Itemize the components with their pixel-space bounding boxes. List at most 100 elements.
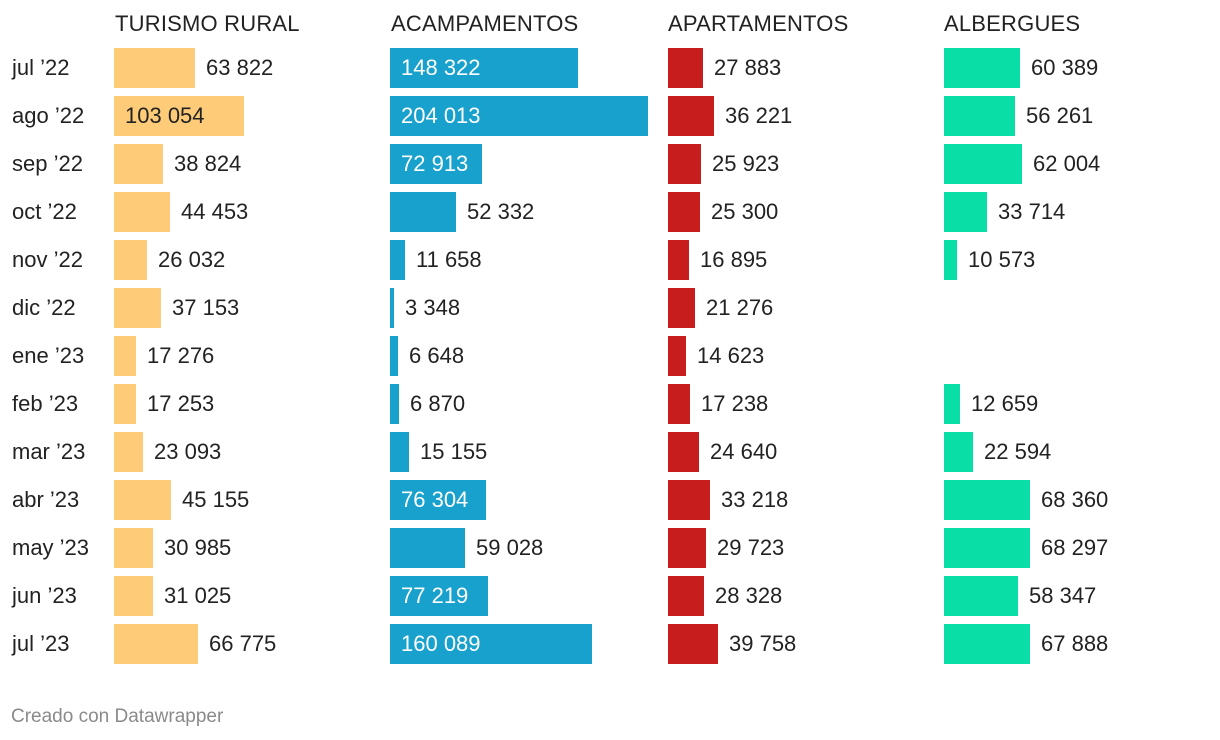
data-label: 72 913: [401, 151, 469, 176]
bar: [668, 240, 689, 280]
row-label: oct ’22: [12, 199, 77, 224]
bar: [944, 624, 1030, 664]
data-label: 25 300: [711, 199, 779, 224]
row-label: nov ’22: [12, 247, 83, 272]
data-label: 15 155: [420, 439, 488, 464]
data-label: 52 332: [467, 199, 535, 224]
bar: [114, 528, 153, 568]
bar: [944, 528, 1030, 568]
data-label: 16 895: [700, 247, 768, 272]
data-label: 63 822: [206, 55, 274, 80]
data-label: 36 221: [725, 103, 793, 128]
row-label: mar ’23: [12, 439, 86, 464]
bar: [668, 288, 695, 328]
bar: [668, 432, 699, 472]
bar: [668, 336, 686, 376]
data-label: 10 573: [968, 247, 1036, 272]
row-label: ago ’22: [12, 103, 85, 128]
row-label: jul ’23: [12, 631, 70, 656]
bar: [944, 192, 987, 232]
bar: [114, 432, 143, 472]
bar: [390, 192, 456, 232]
bar: [114, 624, 198, 664]
row-label: abr ’23: [12, 487, 80, 512]
bar: [668, 48, 703, 88]
data-label: 29 723: [717, 535, 785, 560]
bar: [944, 432, 973, 472]
data-label: 68 360: [1041, 487, 1109, 512]
data-label: 3 348: [405, 295, 461, 320]
bar: [114, 576, 153, 616]
data-label: 17 276: [147, 343, 215, 368]
row-label: sep ’22: [12, 151, 83, 176]
row-label: jul ’22: [12, 55, 70, 80]
data-label: 37 153: [172, 295, 240, 320]
bar: [390, 480, 486, 520]
bar: [390, 432, 409, 472]
bar: [944, 240, 957, 280]
data-label: 68 297: [1041, 535, 1109, 560]
data-label: 44 453: [181, 199, 249, 224]
bar: [114, 240, 147, 280]
data-label: 23 093: [154, 439, 222, 464]
data-label: 160 089: [401, 631, 481, 656]
data-label: 45 155: [182, 487, 250, 512]
bar: [390, 384, 399, 424]
data-label: 24 640: [710, 439, 778, 464]
bar: [114, 384, 136, 424]
bar: [668, 624, 718, 664]
bar: [944, 576, 1018, 616]
row-label: feb ’23: [12, 391, 79, 416]
bar: [390, 240, 405, 280]
data-label: 27 883: [714, 55, 782, 80]
data-label: 39 758: [729, 631, 797, 656]
bar: [944, 96, 1015, 136]
bar: [390, 48, 578, 88]
data-label: 12 659: [971, 391, 1039, 416]
bar: [668, 480, 710, 520]
bar: [114, 144, 163, 184]
data-label: 30 985: [164, 535, 232, 560]
data-label: 6 870: [410, 391, 466, 416]
bar: [668, 528, 706, 568]
data-label: 148 322: [401, 55, 481, 80]
row-label: dic ’22: [12, 295, 76, 320]
bar: [114, 336, 136, 376]
data-label: 17 253: [147, 391, 215, 416]
bar: [668, 576, 704, 616]
bar: [668, 144, 701, 184]
bar: [944, 480, 1030, 520]
bar: [390, 96, 648, 136]
data-label: 14 623: [697, 343, 765, 368]
bar: [114, 288, 161, 328]
data-label: 11 658: [416, 247, 482, 272]
data-label: 76 304: [401, 487, 469, 512]
bar: [390, 336, 398, 376]
data-label: 56 261: [1026, 103, 1094, 128]
series-title: ACAMPAMENTOS: [391, 11, 579, 36]
data-label: 103 054: [125, 103, 205, 128]
bar: [390, 576, 488, 616]
bar: [668, 192, 700, 232]
data-label: 60 389: [1031, 55, 1099, 80]
data-label: 59 028: [476, 535, 544, 560]
data-label: 6 648: [409, 343, 465, 368]
bar: [390, 528, 465, 568]
bar: [114, 480, 171, 520]
series-title: ALBERGUES: [944, 11, 1081, 36]
series-title: APARTAMENTOS: [668, 11, 849, 36]
data-label: 58 347: [1029, 583, 1097, 608]
data-label: 25 923: [712, 151, 780, 176]
data-label: 17 238: [701, 391, 769, 416]
data-label: 26 032: [158, 247, 226, 272]
bar: [390, 144, 482, 184]
data-label: 22 594: [984, 439, 1052, 464]
data-label: 33 714: [998, 199, 1066, 224]
data-label: 31 025: [164, 583, 232, 608]
bar: [390, 624, 592, 664]
row-label: jun ’23: [12, 583, 77, 608]
data-label: 77 219: [401, 583, 469, 608]
bar: [114, 192, 170, 232]
bar: [668, 384, 690, 424]
